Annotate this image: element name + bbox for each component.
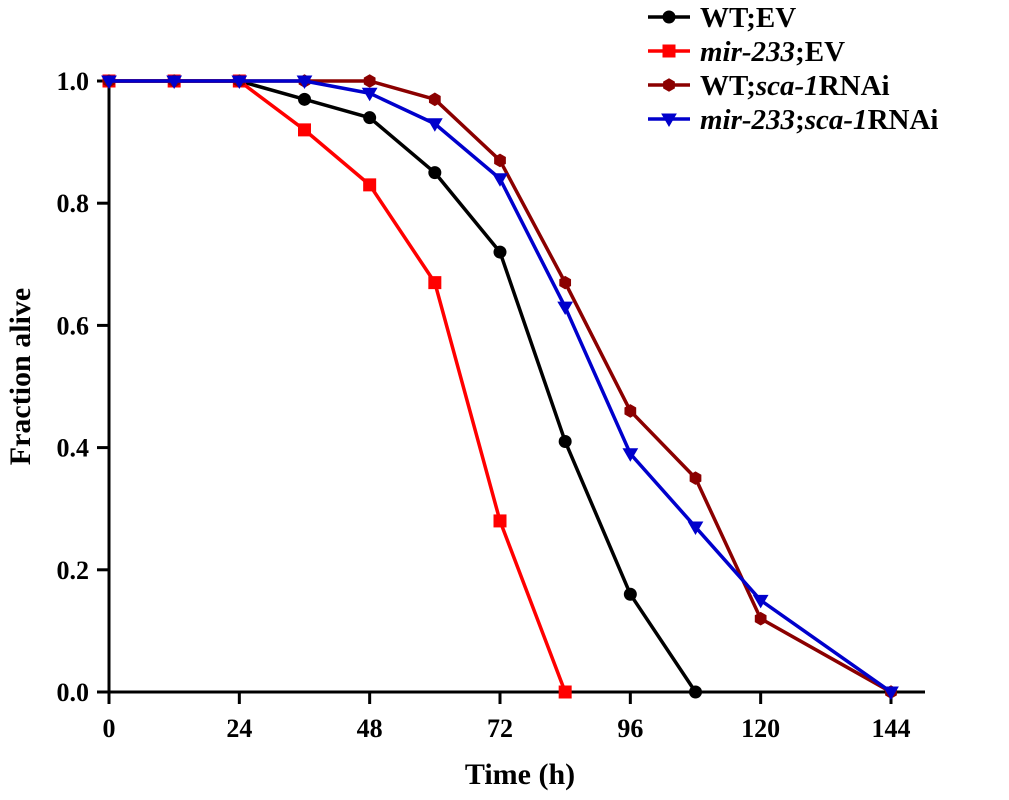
- legend-label-part: ;EV: [795, 36, 845, 68]
- legend-label-part: RNAi: [868, 104, 939, 136]
- y-tick-label: 0.0: [57, 678, 90, 707]
- legend-item-mir-233-ev: mir-233;EV: [648, 36, 845, 68]
- legend: WT;EVmir-233;EVWT;sca-1RNAimir-233;sca-1…: [648, 2, 938, 136]
- data-point-wt-sca-1rnai: [494, 153, 506, 168]
- x-tick-label: 120: [741, 714, 780, 743]
- data-point-mir-233-sca-1rnai: [752, 594, 769, 609]
- legend-label-part: RNAi: [819, 70, 890, 102]
- legend-label-part: ;: [795, 104, 805, 136]
- x-axis-title: Time (h): [465, 758, 575, 791]
- legend-swatch-marker: [662, 10, 676, 24]
- data-point-mir-233-sca-1rnai: [101, 75, 117, 89]
- data-point-wt-sca-1rnai: [754, 611, 767, 626]
- data-point-mir-233-ev: [298, 123, 311, 137]
- data-point-wt-ev: [363, 111, 377, 125]
- y-axis-title: Fraction alive: [4, 288, 37, 465]
- legend-label: WT;EV: [700, 2, 796, 34]
- series-mir-233-ev: [102, 74, 572, 699]
- legend-label: mir-233;EV: [700, 36, 845, 68]
- legend-swatch-marker: [663, 78, 675, 92]
- x-tick-label: 48: [357, 714, 383, 743]
- legend-item-wt-ev: WT;EV: [648, 2, 796, 34]
- series-line-wt-sca-1rnai: [109, 79, 892, 694]
- y-axis-ticks: 0.0 0.2 0.4 0.6 0.8 1.0: [57, 67, 109, 707]
- data-point-mir-233-sca-1rnai: [687, 521, 704, 536]
- legend-label-part: WT;: [700, 70, 756, 102]
- legend-label-part: sca-1: [804, 104, 868, 136]
- series-line-mir-233-ev: [109, 79, 567, 693]
- data-point-wt-sca-1rnai: [689, 471, 702, 485]
- series-line-wt-ev: [109, 79, 697, 693]
- series-mir-233-sca-1rnai: [101, 75, 899, 700]
- data-point-mir-233-sca-1rnai: [557, 301, 574, 316]
- series-wt-sca-1rnai: [103, 74, 897, 699]
- axes: [107, 81, 925, 694]
- legend-label: WT;sca-1RNAi: [700, 70, 890, 102]
- legend-label-part: mir-233: [700, 104, 795, 136]
- data-point-wt-sca-1rnai: [363, 74, 376, 88]
- legend-swatch-marker: [661, 113, 677, 127]
- data-point-wt-ev: [428, 166, 442, 180]
- legend-label-part: sca-1: [755, 70, 819, 102]
- y-tick-label: 0.8: [57, 189, 90, 218]
- y-tick-label: 0.2: [57, 556, 90, 585]
- data-point-mir-233-ev: [493, 514, 507, 528]
- data-point-mir-233-sca-1rnai: [166, 75, 183, 89]
- data-point-wt-sca-1rnai: [559, 275, 572, 290]
- series-line-mir-233-sca-1rnai: [109, 79, 893, 694]
- data-point-mir-233-sca-1rnai: [622, 448, 639, 462]
- x-tick-label: 24: [226, 714, 252, 743]
- legend-item-wt-sca-1rnai: WT;sca-1RNAi: [648, 70, 890, 102]
- data-point-wt-ev: [689, 685, 702, 699]
- series-group: [101, 74, 899, 700]
- legend-label-part: mir-233: [700, 36, 795, 68]
- data-point-wt-ev: [623, 587, 637, 601]
- x-tick-label: 96: [617, 714, 643, 743]
- data-point-wt-sca-1rnai: [428, 92, 441, 107]
- data-point-mir-233-ev: [363, 178, 377, 192]
- data-point-wt-ev: [493, 245, 507, 259]
- x-tick-label: 144: [872, 714, 911, 743]
- y-tick-label: 0.4: [57, 434, 90, 463]
- data-point-mir-233-sca-1rnai: [883, 686, 899, 700]
- data-point-mir-233-sca-1rnai: [492, 173, 508, 187]
- data-point-mir-233-ev: [428, 276, 442, 290]
- y-tick-label: 1.0: [57, 67, 90, 96]
- data-point-mir-233-sca-1rnai: [296, 75, 313, 89]
- legend-swatch-marker: [662, 44, 676, 58]
- data-point-wt-ev: [558, 434, 572, 448]
- x-tick-label: 72: [487, 714, 513, 743]
- x-axis-ticks: 0 24 48 72 96 120 144: [103, 692, 911, 743]
- legend-label-part: WT;EV: [700, 2, 796, 34]
- data-point-mir-233-sca-1rnai: [231, 75, 248, 89]
- legend-label: mir-233;sca-1RNAi: [700, 104, 938, 136]
- data-point-mir-233-sca-1rnai: [361, 87, 378, 102]
- data-point-mir-233-sca-1rnai: [426, 118, 443, 132]
- data-point-wt-sca-1rnai: [624, 404, 637, 418]
- x-tick-label: 0: [103, 714, 116, 743]
- data-point-mir-233-ev: [558, 685, 572, 699]
- y-tick-label: 0.6: [57, 311, 90, 340]
- series-wt-ev: [102, 74, 702, 699]
- legend-item-mir-233-sca-1rnai: mir-233;sca-1RNAi: [648, 104, 938, 136]
- data-point-wt-ev: [298, 92, 311, 106]
